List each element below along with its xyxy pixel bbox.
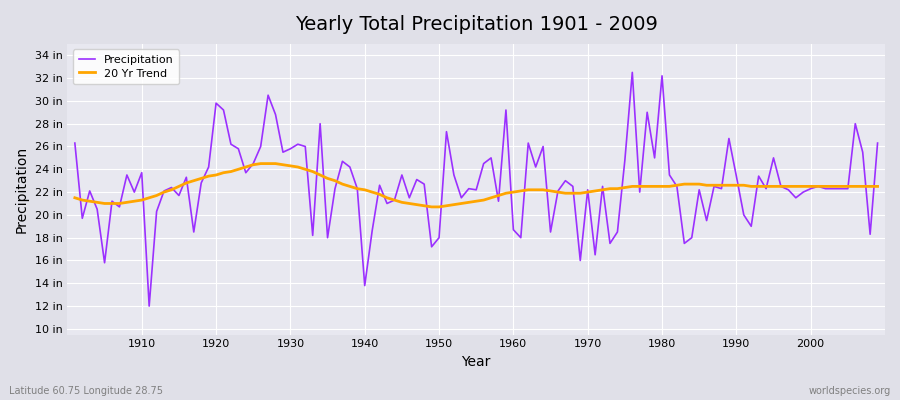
Precipitation <box>508 227 518 232</box>
Line: 20 Yr Trend: 20 Yr Trend <box>75 164 878 207</box>
Precipitation <box>345 165 356 170</box>
Precipitation <box>129 190 140 194</box>
Legend: Precipitation, 20 Yr Trend: Precipitation, 20 Yr Trend <box>73 50 179 84</box>
20 Yr Trend <box>516 188 526 193</box>
20 Yr Trend <box>300 167 310 172</box>
20 Yr Trend <box>129 199 140 204</box>
Precipitation <box>300 144 310 149</box>
X-axis label: Year: Year <box>462 355 490 369</box>
Title: Yearly Total Precipitation 1901 - 2009: Yearly Total Precipitation 1901 - 2009 <box>295 15 658 34</box>
20 Yr Trend <box>427 204 437 209</box>
Text: worldspecies.org: worldspecies.org <box>809 386 891 396</box>
20 Yr Trend <box>612 186 623 191</box>
Y-axis label: Precipitation: Precipitation <box>15 146 29 233</box>
Line: Precipitation: Precipitation <box>75 72 878 306</box>
20 Yr Trend <box>256 161 266 166</box>
20 Yr Trend <box>345 184 356 189</box>
Precipitation <box>69 141 80 146</box>
Precipitation <box>627 70 638 75</box>
Text: Latitude 60.75 Longitude 28.75: Latitude 60.75 Longitude 28.75 <box>9 386 163 396</box>
Precipitation <box>144 304 155 308</box>
Precipitation <box>516 235 526 240</box>
Precipitation <box>605 241 616 246</box>
20 Yr Trend <box>872 184 883 189</box>
20 Yr Trend <box>69 195 80 200</box>
Precipitation <box>872 141 883 146</box>
20 Yr Trend <box>523 188 534 192</box>
